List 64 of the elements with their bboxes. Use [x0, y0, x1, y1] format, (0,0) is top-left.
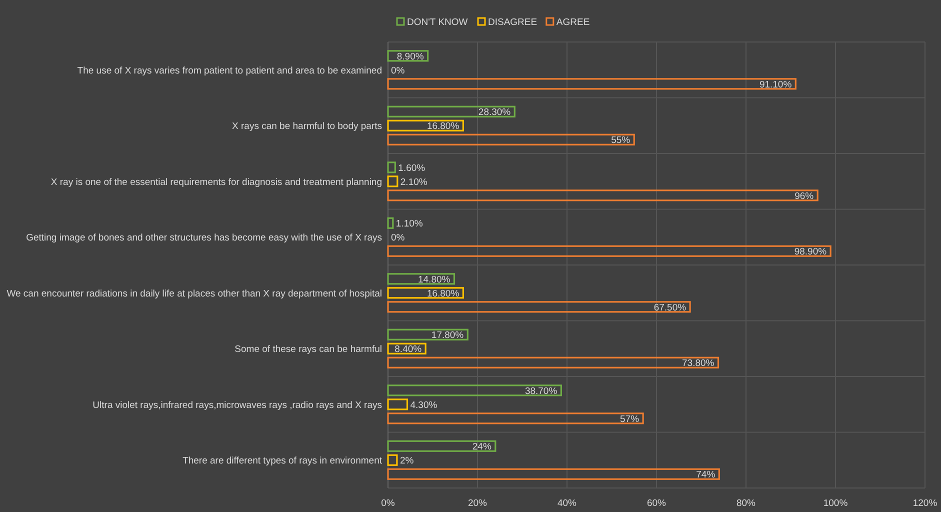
- bar: [387, 468, 720, 480]
- data-label: 16.80%: [426, 121, 460, 132]
- bar: [387, 440, 496, 452]
- x-tick-label: 100%: [823, 498, 848, 509]
- x-tick-label: 80%: [736, 498, 756, 509]
- bar: [387, 342, 426, 354]
- bar: [387, 412, 644, 424]
- y-tick-label: Getting image of bones and other structures has become easy with the use of X rays: [26, 232, 382, 244]
- y-tick-label: X rays can be harmful to body parts: [232, 121, 382, 132]
- data-label: 74%: [696, 470, 716, 481]
- bar: [387, 176, 398, 188]
- data-label: 0%: [391, 65, 406, 76]
- y-tick-label: X ray is one of the essential requirements for diagnosis and treatment planning: [50, 176, 382, 188]
- data-label: 2.10%: [400, 176, 428, 188]
- legend-label: DISAGREE: [488, 17, 538, 28]
- bar: [387, 217, 394, 229]
- bar: [387, 328, 468, 340]
- data-label: 14.80%: [418, 274, 451, 286]
- x-tick-label: 20%: [468, 498, 488, 509]
- data-label: 24%: [472, 442, 492, 453]
- data-label: 57%: [620, 414, 640, 425]
- data-label: 55%: [611, 135, 631, 146]
- data-label: 0%: [391, 232, 406, 244]
- bar: [387, 120, 464, 132]
- bar: [387, 78, 796, 90]
- y-tick-label: The use of X rays varies from patient to patient and area to be examined: [77, 65, 382, 76]
- y-tick-label: Ultra violet rays,infrared rays,microwaves rays ,radio rays and X rays: [92, 400, 382, 411]
- data-label: 1.10%: [396, 218, 424, 230]
- data-label: 91.10%: [759, 79, 792, 90]
- bar: [387, 287, 464, 299]
- data-label: 17.80%: [431, 330, 464, 342]
- y-tick-label: Some of these rays can be harmful: [234, 344, 382, 356]
- data-label: 98.90%: [794, 246, 828, 258]
- data-label: 38.70%: [524, 386, 558, 397]
- bar: [387, 50, 429, 62]
- x-tick-label: 60%: [646, 498, 667, 509]
- bar: [387, 190, 818, 202]
- x-tick-label: 0%: [381, 498, 396, 509]
- data-label: 8.90%: [396, 51, 424, 62]
- data-label: 2%: [400, 456, 414, 467]
- bar: [387, 356, 720, 368]
- data-label: 16.80%: [426, 288, 460, 300]
- bar: [387, 384, 562, 396]
- data-label: 67.50%: [654, 302, 687, 314]
- bar: [387, 134, 635, 146]
- data-label: 96%: [794, 190, 814, 202]
- legend-label: DON'T KNOW: [407, 17, 468, 28]
- x-tick-label: 120%: [912, 498, 938, 509]
- data-label: 8.40%: [394, 344, 422, 356]
- bar: [387, 106, 516, 118]
- bar: [387, 162, 396, 174]
- legend-label: AGREE: [556, 17, 590, 28]
- bar: [387, 245, 832, 257]
- data-label: 1.60%: [398, 162, 426, 174]
- y-tick-label: We can encounter radiations in daily life at places other than X ray department of hospital: [6, 288, 382, 300]
- data-label: 73.80%: [682, 358, 715, 370]
- bar: [387, 398, 408, 410]
- bar: [387, 454, 398, 466]
- x-tick-label: 40%: [557, 498, 578, 509]
- y-tick-label: There are different types of rays in environment: [182, 456, 382, 467]
- bar: [387, 273, 456, 285]
- data-label: 4.30%: [410, 400, 438, 411]
- bar: [387, 301, 691, 313]
- data-label: 28.30%: [478, 107, 512, 118]
